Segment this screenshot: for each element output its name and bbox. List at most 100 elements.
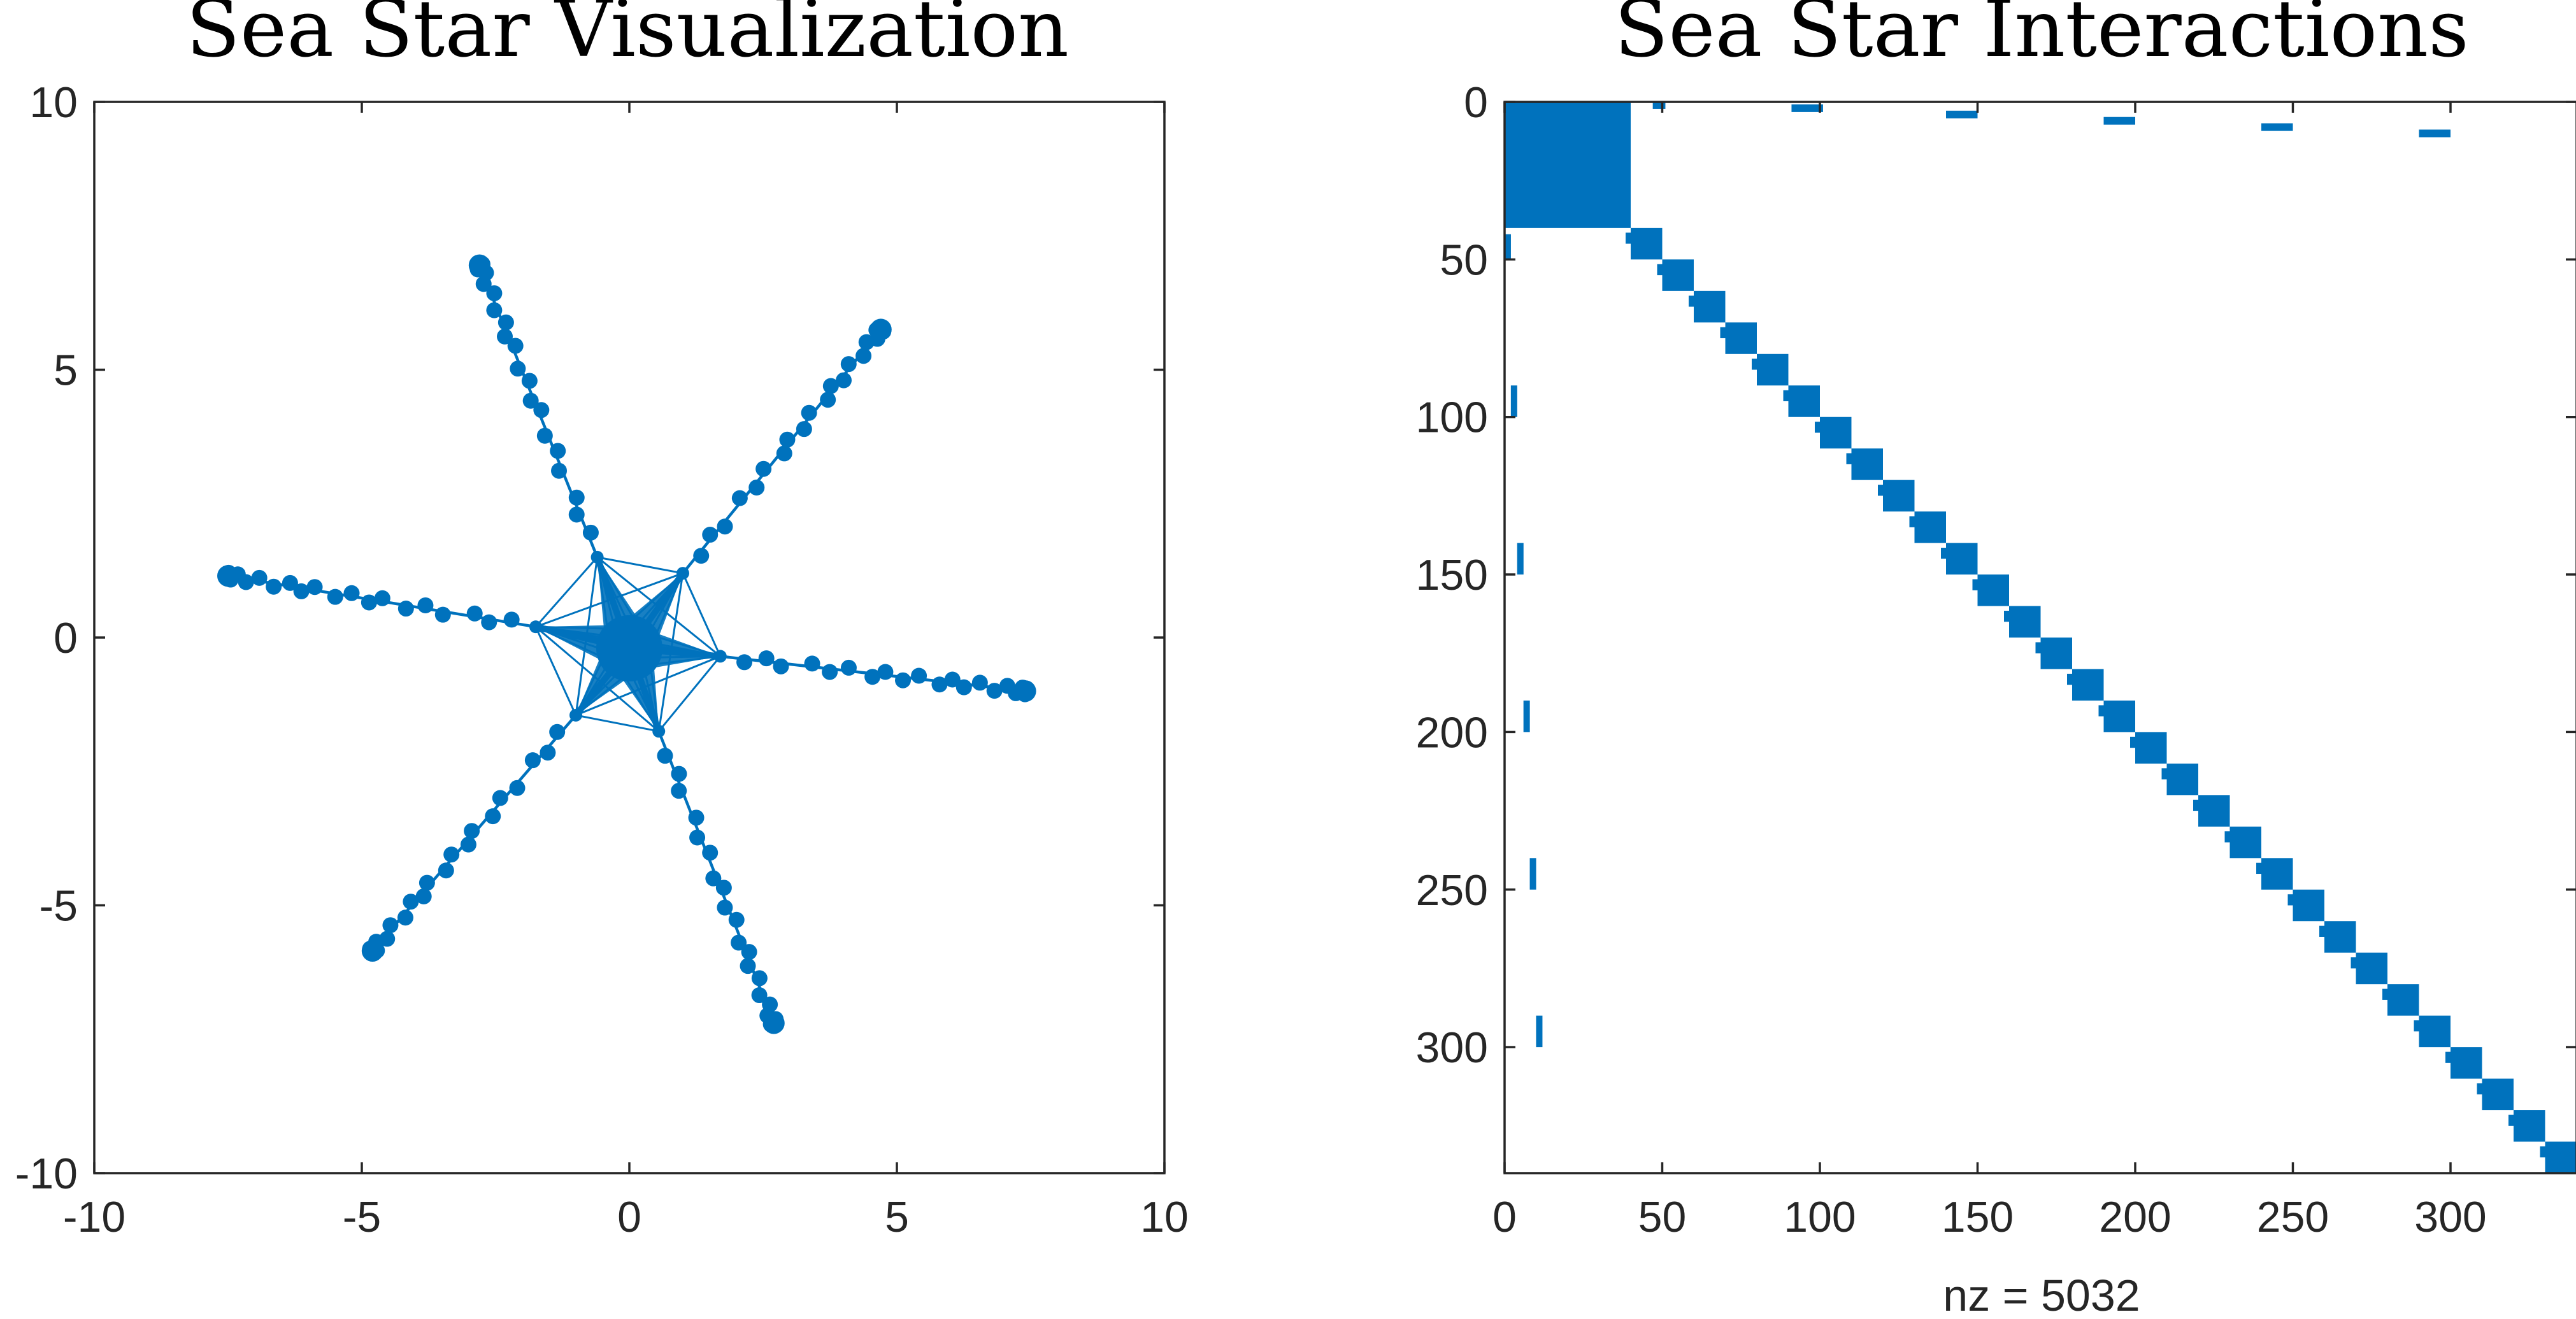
arm-node: [944, 671, 961, 688]
diagonal-block: [1788, 385, 1820, 417]
arm-node: [758, 650, 775, 667]
hub-node: [529, 620, 542, 634]
hub-node: [676, 567, 689, 580]
arm-node: [971, 674, 988, 691]
diagonal-block: [2419, 1015, 2451, 1048]
x-tick-label: 0: [617, 1193, 641, 1241]
arm-node: [748, 479, 765, 496]
x-tick-label: 10: [1140, 1193, 1189, 1241]
y-tick-label: 300: [1416, 1023, 1488, 1072]
hub-node: [569, 708, 582, 722]
right-plot-axes-box: [1503, 101, 2576, 1174]
y-tick-label: 10: [29, 78, 78, 127]
arm-node: [533, 402, 550, 418]
diagonal-block: [2482, 1078, 2514, 1111]
diagonal-link: [1752, 359, 1761, 370]
dense-block: [1505, 102, 1631, 228]
diagonal-block: [2451, 1047, 2482, 1079]
diagonal-link: [2477, 1083, 2486, 1095]
arm-node: [486, 285, 503, 301]
diagonal-link: [2287, 894, 2297, 906]
arm-node: [492, 790, 508, 806]
x-tick-label: -5: [343, 1193, 381, 1241]
arm-node: [931, 676, 948, 693]
left-plot-title: Sea Star Visualization: [186, 0, 1069, 75]
row-segment: [2261, 123, 2293, 131]
arm-node: [702, 527, 719, 543]
arm-node: [671, 783, 687, 799]
arm-node: [582, 524, 599, 541]
arm-node: [731, 490, 748, 506]
arm-node: [715, 880, 732, 896]
diagonal-block: [1946, 543, 1978, 575]
arm-node: [466, 605, 483, 622]
arm-node: [911, 667, 927, 684]
hub-node: [652, 725, 666, 738]
arm-node: [840, 356, 857, 373]
diagonal-link: [2508, 1115, 2517, 1126]
diagonal-link: [1689, 296, 1698, 307]
arm-node: [955, 679, 972, 695]
arm-node: [464, 823, 480, 839]
col-segment: [1529, 858, 1536, 890]
arm-node: [740, 958, 756, 974]
diagonal-link: [1909, 516, 1919, 527]
diagonal-link: [2067, 673, 2076, 685]
diagonal-link: [1657, 264, 1666, 276]
diagonal-block: [2198, 795, 2230, 827]
arm-node: [434, 606, 451, 623]
arm-node: [460, 836, 476, 853]
arm-root-edge: [626, 571, 686, 650]
diagonal-link: [1878, 485, 1887, 496]
arm-node: [877, 664, 894, 680]
right-plot-xlabel: nz = 5032: [1943, 1271, 2140, 1319]
arm-node: [804, 655, 820, 672]
y-tick-label: 250: [1416, 866, 1488, 915]
hub-edge: [682, 573, 722, 657]
arm-node: [550, 443, 566, 459]
diagonal-block: [1757, 353, 1789, 386]
arm-node: [689, 829, 706, 846]
arm-node: [251, 569, 268, 586]
arm-node: [693, 548, 710, 564]
y-tick-label: 5: [54, 346, 78, 395]
hub-edge: [575, 714, 659, 732]
diagonal-block: [2387, 984, 2419, 1016]
x-tick-label: 100: [1784, 1193, 1856, 1241]
diagonal-link: [2382, 988, 2391, 1000]
diagonal-link: [2193, 799, 2202, 811]
arm-node: [657, 748, 673, 764]
diagonal-block: [2229, 826, 2261, 859]
left-plot-ticks: -10 -5 0 5 10 10 5 0 -5 -10: [15, 78, 1189, 1241]
arm-node: [705, 870, 722, 887]
diagonal-block: [2261, 858, 2293, 890]
arm-node: [751, 970, 768, 987]
x-tick-label: 5: [885, 1193, 909, 1241]
arm-node: [510, 360, 526, 377]
arm-tip-node: [217, 565, 239, 587]
arm-node: [540, 745, 556, 761]
diagonal-link: [2161, 768, 2171, 780]
arm-node: [509, 780, 526, 796]
arm-node: [521, 373, 538, 389]
diagonal-link: [1720, 327, 1729, 339]
y-tick-label: 0: [54, 614, 78, 662]
diagonal-block: [2135, 732, 2167, 764]
hub-edge: [658, 655, 721, 732]
diagonal-link: [1941, 548, 1950, 559]
left-plot-marks: [217, 254, 1036, 1034]
row-segment: [1791, 104, 1823, 112]
y-tick-label: 200: [1416, 708, 1488, 757]
diagonal-link: [2035, 642, 2045, 653]
row-segment: [2419, 129, 2451, 138]
arm-node: [779, 431, 796, 448]
arm-node: [266, 578, 282, 595]
arm-tip-node: [869, 318, 892, 341]
arm-node: [522, 392, 539, 409]
x-tick-label: 250: [2257, 1193, 2329, 1241]
diagonal-block: [2545, 1141, 2576, 1174]
arm-node: [568, 489, 585, 506]
row-segment: [1946, 110, 1978, 118]
arm-node: [397, 909, 413, 926]
